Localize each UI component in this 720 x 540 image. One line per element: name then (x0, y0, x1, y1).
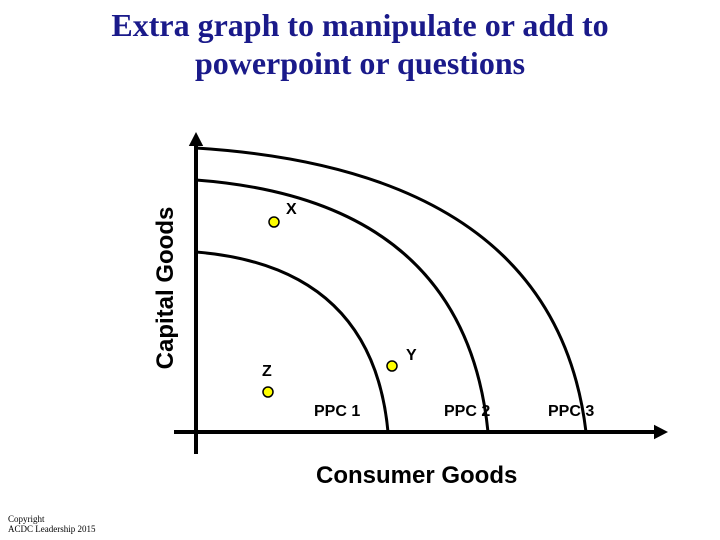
curve-ppc2 (196, 180, 488, 432)
copyright-notice: Copyright ACDC Leadership 2015 (8, 515, 96, 534)
slide: Extra graph to manipulate or add to powe… (0, 0, 720, 540)
copyright-line-2: ACDC Leadership 2015 (8, 524, 96, 534)
point-Z (263, 387, 273, 397)
curve-label-ppc2: PPC 2 (444, 403, 490, 420)
point-label-Y: Y (406, 347, 417, 364)
curve-label-ppc1: PPC 1 (314, 403, 360, 420)
curve-ppc3 (196, 148, 586, 432)
point-label-Z: Z (262, 363, 272, 380)
point-label-X: X (286, 201, 297, 218)
curve-label-ppc3: PPC 3 (548, 403, 594, 420)
point-Y (387, 361, 397, 371)
ppf-chart: PPC 1 PPC 2 PPC 3 X Y Z (0, 0, 720, 540)
point-X (269, 217, 279, 227)
